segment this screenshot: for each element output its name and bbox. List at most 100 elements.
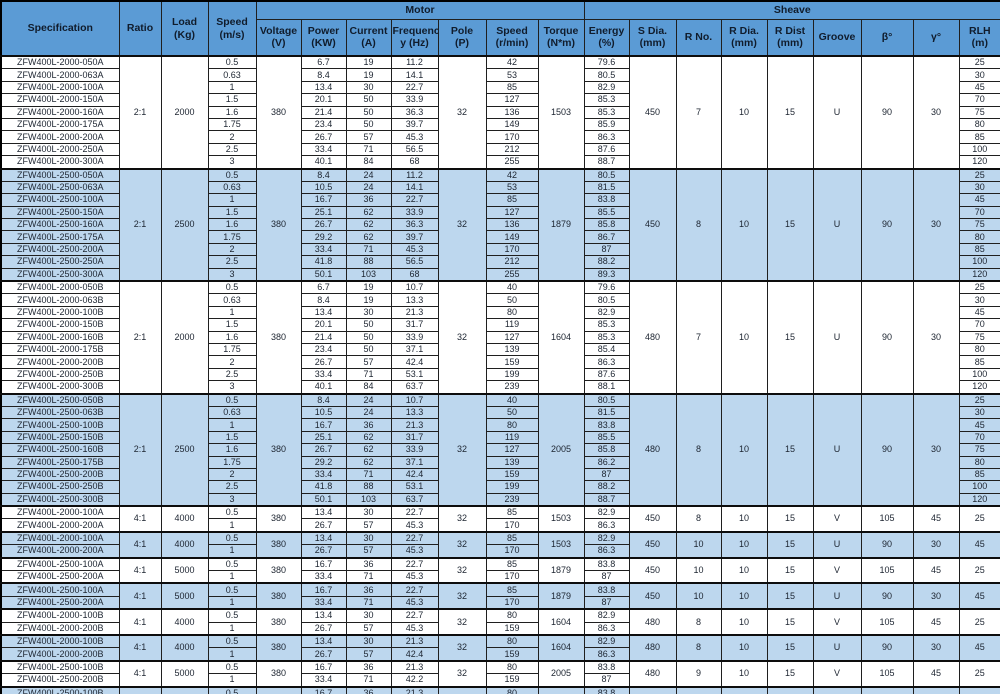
- cell-speed_rpm: 119: [485, 318, 539, 332]
- cell-speed_rpm: 199: [485, 367, 539, 382]
- cell-speed_ms: 3: [207, 380, 257, 395]
- cell-power: 6.7: [300, 280, 347, 295]
- cell-current: 62: [345, 218, 392, 232]
- cell-power: 16.7: [300, 685, 347, 694]
- cell-speed_ms: 1: [207, 647, 257, 662]
- cell-speed_rpm: 80: [485, 608, 539, 623]
- cell-rlh: 45: [958, 530, 1000, 559]
- cell-voltage: 380: [255, 280, 302, 395]
- cell-rlh: 80: [958, 230, 1000, 244]
- cell-speed_ms: 0.63: [207, 293, 257, 307]
- cell-freq: 22.7: [390, 582, 439, 597]
- cell-rlh: 70: [958, 93, 1000, 107]
- cell-energy: 85.5: [583, 430, 630, 445]
- cell-r_dist: 15: [766, 280, 814, 395]
- cell-power: 33.4: [300, 570, 347, 584]
- cell-speed_ms: 1.75: [207, 342, 257, 357]
- cell-s_dia: 480: [628, 608, 677, 636]
- cell-voltage: 380: [255, 608, 302, 636]
- table-row: ZFW400L-2500-175A 1.75 29.2 62 39.7 149 86.7 80: [0, 230, 1000, 244]
- cell-energy: 87: [583, 242, 630, 257]
- cell-speed_rpm: 85: [485, 193, 539, 207]
- cell-freq: 21.3: [390, 685, 439, 694]
- cell-speed_rpm: 85: [485, 530, 539, 546]
- cell-current: 71: [345, 467, 392, 482]
- cell-r_no: 7: [675, 280, 722, 395]
- cell-speed_rpm: 199: [485, 480, 539, 494]
- cell-speed_rpm: 119: [485, 430, 539, 445]
- cell-s_dia: 450: [628, 505, 677, 533]
- cell-spec: ZFW400L-2500-100A: [0, 193, 120, 207]
- column-header-r_dia: R Dia. (mm): [720, 18, 768, 57]
- cell-voltage: 380: [255, 392, 302, 507]
- cell-energy: 86.3: [583, 130, 630, 144]
- cell-spec: ZFW400L-2500-100B: [0, 659, 120, 675]
- cell-speed_ms: 2.5: [207, 255, 257, 269]
- cell-freq: 11.2: [390, 55, 439, 70]
- cell-current: 62: [345, 430, 392, 445]
- column-header-torque: Torque (N*m): [537, 18, 585, 57]
- cell-power: 25.1: [300, 205, 347, 220]
- cell-spec: ZFW400L-2000-050A: [0, 55, 120, 70]
- cell-speed_rpm: 136: [485, 218, 539, 232]
- cell-freq: 33.9: [390, 93, 439, 107]
- cell-speed_rpm: 170: [485, 595, 539, 610]
- cell-spec: ZFW400L-2000-100B: [0, 608, 120, 623]
- cell-r_no: 8: [675, 633, 722, 662]
- cell-speed_ms: 1.5: [207, 205, 257, 220]
- cell-load: 4000: [160, 505, 209, 533]
- cell-rlh: 25: [958, 556, 1000, 584]
- column-header-groove: Groove: [812, 18, 862, 57]
- cell-current: 71: [345, 595, 392, 610]
- column-header-speed_ms: Speed (m/s): [207, 0, 257, 57]
- cell-ratio: 2:1: [118, 167, 162, 282]
- cell-pole: 32: [437, 392, 487, 507]
- cell-speed_rpm: 50: [485, 293, 539, 307]
- cell-energy: 79.6: [583, 280, 630, 295]
- cell-speed_ms: 2.5: [207, 142, 257, 157]
- cell-energy: 87.6: [583, 142, 630, 157]
- cell-rlh: 85: [958, 130, 1000, 144]
- cell-energy: 79.6: [583, 55, 630, 70]
- cell-current: 30: [345, 505, 392, 520]
- cell-freq: 31.7: [390, 318, 439, 332]
- cell-speed_ms: 2.5: [207, 367, 257, 382]
- cell-power: 20.1: [300, 93, 347, 107]
- cell-r_no: 8: [675, 167, 722, 282]
- cell-current: 62: [345, 230, 392, 244]
- cell-gamma: 45: [912, 608, 960, 636]
- cell-current: 36: [345, 556, 392, 572]
- cell-torque: 1503: [537, 55, 585, 170]
- table-row: ZFW400L-2500-100A 4:1 5000 0.5 380 16.7 36 22.7…: [0, 556, 1000, 584]
- group-header-sheave: Sheave: [583, 0, 1000, 20]
- cell-speed_ms: 3: [207, 267, 257, 282]
- table-header: Specification Ratio Load (Kg) Speed (m/s) Mo…: [0, 0, 1000, 57]
- cell-load: 2000: [160, 55, 209, 170]
- cell-current: 50: [345, 93, 392, 107]
- cell-spec: ZFW400L-2000-100B: [0, 633, 120, 649]
- cell-beta: 105: [860, 608, 914, 636]
- cell-voltage: 380: [255, 167, 302, 282]
- table-row: ZFW400L-2000-200A 2 26.7 57 45.3 170 86.3 85: [0, 130, 1000, 144]
- cell-beta: 90: [860, 55, 914, 170]
- column-header-power: Power (KW): [300, 18, 347, 57]
- table-row: ZFW400L-2000-250A 2.5 33.4 71 56.5 212 87.6 100: [0, 142, 1000, 157]
- cell-current: 71: [345, 142, 392, 157]
- cell-speed_rpm: 149: [485, 117, 539, 132]
- cell-spec: ZFW400L-2500-200B: [0, 467, 120, 482]
- cell-ratio: 4:1: [118, 582, 162, 610]
- cell-s_dia: 450: [628, 55, 677, 170]
- cell-voltage: 380: [255, 505, 302, 533]
- cell-freq: 14.1: [390, 68, 439, 82]
- cell-speed_ms: 1.5: [207, 318, 257, 332]
- cell-rlh: 85: [958, 467, 1000, 482]
- cell-speed_rpm: 159: [485, 355, 539, 369]
- cell-load: 2000: [160, 280, 209, 395]
- cell-freq: 42.4: [390, 467, 439, 482]
- cell-current: 36: [345, 685, 392, 694]
- cell-load: 5000: [160, 556, 209, 584]
- cell-current: 71: [345, 367, 392, 382]
- cell-power: 23.4: [300, 342, 347, 357]
- cell-speed_ms: 0.5: [207, 530, 257, 546]
- cell-voltage: 380: [255, 685, 302, 694]
